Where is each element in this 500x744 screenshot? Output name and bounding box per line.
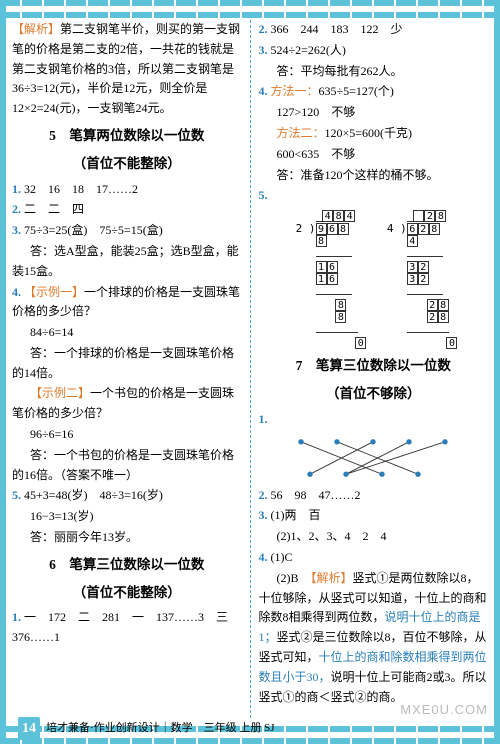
r7-q3-2: (2)1、2、3、4 2 4 xyxy=(259,527,489,547)
q4e: 96÷6=16 xyxy=(12,425,242,445)
q4c: 答：一个排球的价格是一支圆珠笔价格的14倍。 xyxy=(12,344,242,384)
page-content: 【解析】第二支钢笔半价，则买的第一支钢笔的价格是第二支的2倍，一共花的钱就是第二… xyxy=(12,20,488,718)
q4-analysis-label: 【解析】 xyxy=(311,571,353,585)
left-column: 【解析】第二支钢笔半价，则买的第一支钢笔的价格是第二支的2倍，一共花的钱就是第二… xyxy=(12,20,242,718)
r7-q3-1: 3. (1)两 百 xyxy=(259,506,489,526)
method1-label: 方法一： xyxy=(271,84,319,98)
decorative-border-right xyxy=(494,0,500,744)
q6-1: 1. 一 172 二 281 一 137……3 三 376……1 xyxy=(12,608,242,648)
q5a-text: 45+3=48(岁) 48÷3=16(岁) xyxy=(24,488,163,502)
q4b: 84÷6=14 xyxy=(12,323,242,343)
r7-q3-1-text: (1)两 百 xyxy=(271,508,321,522)
q5c: 答：丽丽今年13岁。 xyxy=(12,528,242,548)
analysis-paragraph: 【解析】第二支钢笔半价，则买的第一支钢笔的价格是第二支的2倍，一共花的钱就是第二… xyxy=(12,20,242,119)
decorative-border-left xyxy=(0,0,6,744)
page-number-badge: 14 xyxy=(18,717,40,740)
method2-label: 方法二： xyxy=(277,126,325,140)
footer-text: 培才兼备·作业创新设计｜数学 三年级 上册 SJ xyxy=(46,719,275,737)
r7-q4-1-text: (1)C xyxy=(271,550,293,564)
r-q2: 2. 366 244 183 122 少 xyxy=(259,20,489,40)
r7-q1: 1. xyxy=(259,410,489,430)
r4a2-text: 635÷5=127(个) xyxy=(319,84,394,98)
matching-diagram xyxy=(283,432,463,484)
q5b: 16−3=13(岁) xyxy=(12,507,242,527)
r-q4a: 4. 方法一：635÷5=127(个) xyxy=(259,82,489,102)
q4: 4. 【示例一】一个排球的价格是一支圆珠笔价格的多少倍？ xyxy=(12,283,242,323)
r-q4e: 答：准备120个这样的桶不够。 xyxy=(259,166,489,186)
long-division-1: 484 2 )968 8 16 16 8 8 0 xyxy=(289,210,366,349)
long-division-row: 484 2 )968 8 16 16 8 8 0 28 4 )628 4 32 … xyxy=(259,210,489,349)
page-footer: 14 培才兼备·作业创新设计｜数学 三年级 上册 SJ xyxy=(18,717,275,740)
section-6-heading-line2: （首位不能整除） xyxy=(12,582,242,604)
r-q5: 5. xyxy=(259,186,489,206)
r7-q4-1: 4. (1)C xyxy=(259,548,489,568)
q5-line1: 5. 45+3=48(岁) 48÷3=16(岁) xyxy=(12,486,242,506)
q3-line2: 答：选A型盒，能装25盒；选B型盒，能装15盒。 xyxy=(12,242,242,282)
r-q4b: 127>120 不够 xyxy=(259,103,489,123)
q1: 1. 32 16 18 17……2 xyxy=(12,180,242,200)
column-separator xyxy=(250,20,251,718)
r3a-text: 524÷2=262(人) xyxy=(271,43,346,57)
section-5-heading-line1: 5 笔算两位数除以一位数 xyxy=(12,125,242,147)
q3-line1: 3. 75÷3=25(盒) 75÷5=15(盒) xyxy=(12,221,242,241)
q2: 2. 二 二 四 xyxy=(12,200,242,220)
section-7-heading-line1: 7 笔算三位数除以一位数 xyxy=(259,355,489,377)
r2-text: 366 244 183 122 少 xyxy=(271,22,403,36)
q6-1-text: 一 172 二 281 一 137……3 三 376……1 xyxy=(12,610,240,644)
decorative-border-top xyxy=(0,0,500,18)
r4c2-text: 120×5=600(千克) xyxy=(325,126,413,140)
long-division-2: 28 4 )628 4 32 32 28 28 0 xyxy=(380,210,457,349)
q4-2a: (2)B xyxy=(277,571,311,585)
q4f: 答：一个书包的价格是一支圆珠笔价格的16倍。（答案不唯一） xyxy=(12,446,242,486)
r-q3b: 答：平均每批有262人。 xyxy=(259,62,489,82)
r7-q2-text: 56 98 47……2 xyxy=(271,488,361,502)
q3a-text: 75÷3=25(盒) 75÷5=15(盒) xyxy=(24,223,163,237)
section-6-heading-line1: 6 笔算三位数除以一位数 xyxy=(12,554,242,576)
q2-text: 二 二 四 xyxy=(24,202,84,216)
section-5-heading-line2: （首位不能整除） xyxy=(12,153,242,175)
watermark: MXE0U.COM xyxy=(400,699,488,720)
q4-ex2: 【示例二】一个书包的价格是一支圆珠笔价格的多少倍？ xyxy=(12,384,242,424)
r7-q4-2: (2)B 【解析】竖式①是两位数除以8，十位够除，从竖式可以知道，十位上的商和除… xyxy=(259,569,489,708)
r-q3a: 3. 524÷2=262(人) xyxy=(259,41,489,61)
r-q4d: 600<635 不够 xyxy=(259,145,489,165)
q1-text: 32 16 18 17……2 xyxy=(24,182,138,196)
example2-label: 【示例二】 xyxy=(30,386,90,400)
example1-label: 【示例一】 xyxy=(24,285,84,299)
right-column: 2. 366 244 183 122 少 3. 524÷2=262(人) 答：平… xyxy=(259,20,489,718)
r-q4c-line: 方法二：120×5=600(千克) xyxy=(259,124,489,144)
analysis-label: 【解析】 xyxy=(12,22,60,36)
section-7-heading-line2: （首位不够除） xyxy=(259,383,489,405)
r7-q2: 2. 56 98 47……2 xyxy=(259,486,489,506)
